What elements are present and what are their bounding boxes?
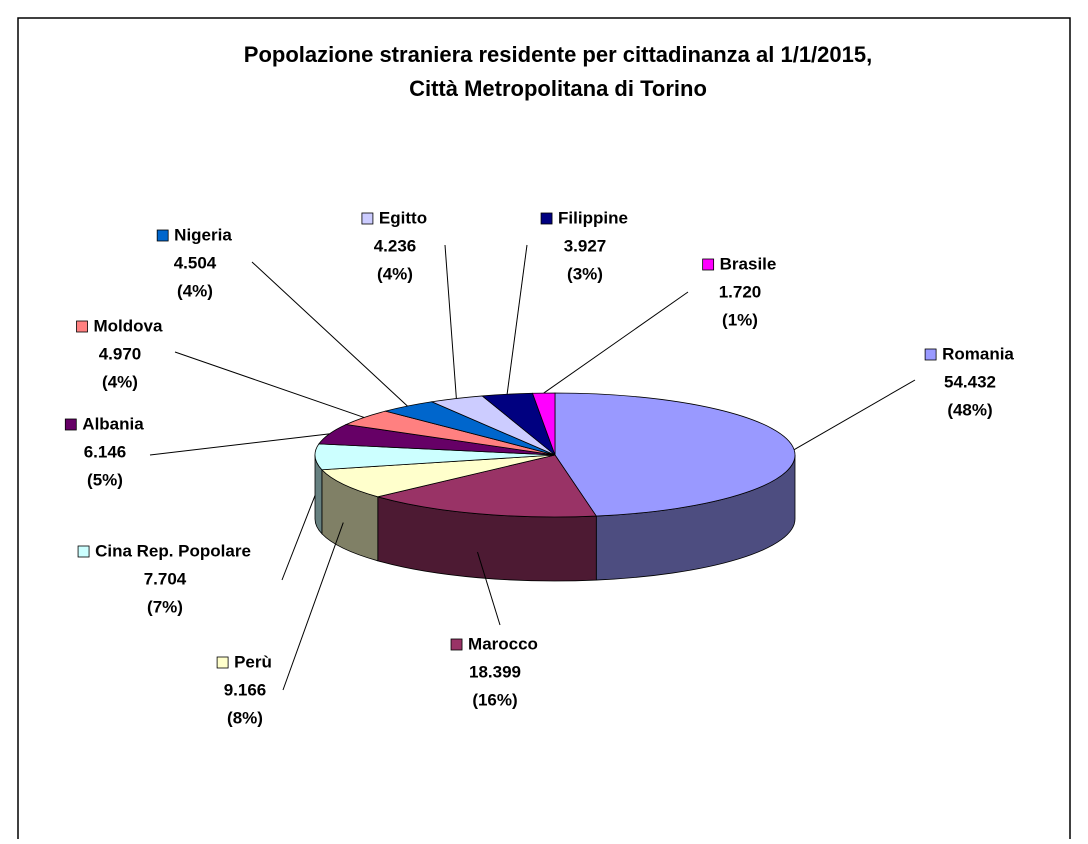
value-label: 4.504 — [174, 253, 217, 272]
percent-label: (4%) — [102, 372, 138, 391]
label-name: Romania — [942, 344, 1014, 363]
legend-key — [156, 229, 169, 242]
leader-line — [444, 244, 457, 399]
percent-label: (3%) — [567, 264, 603, 283]
leader-line — [477, 551, 501, 626]
legend-key — [64, 418, 77, 431]
value-label: 9.166 — [224, 680, 267, 699]
label-name: Albania — [82, 414, 144, 433]
pie-slice — [376, 454, 598, 518]
value-label: 18.399 — [469, 662, 521, 681]
value-label: 6.146 — [84, 442, 127, 461]
value-label: 7.704 — [144, 569, 187, 588]
legend-key — [540, 212, 553, 225]
value-label: 4.236 — [374, 236, 417, 255]
leader-line — [506, 244, 528, 395]
legend-key — [76, 320, 88, 333]
pie-slice — [321, 454, 556, 498]
leader-line — [543, 291, 689, 394]
label-name: Brasile — [720, 254, 777, 273]
leader-line — [251, 261, 408, 407]
percent-label: (16%) — [472, 690, 517, 709]
label-name: Nigeria — [174, 225, 232, 244]
percent-label: (7%) — [147, 597, 183, 616]
label-name: Marocco — [468, 634, 538, 653]
percent-label: (1%) — [722, 310, 758, 329]
leader-line — [149, 433, 330, 456]
value-label: 1.720 — [719, 282, 762, 301]
chart-subtitle: Città Metropolitana di Torino — [409, 76, 707, 101]
label-name: Moldova — [94, 316, 163, 335]
value-label: 3.927 — [564, 236, 607, 255]
legend-key — [361, 212, 374, 225]
percent-label: (48%) — [947, 400, 992, 419]
value-label: 4.970 — [99, 344, 142, 363]
value-label: 54.432 — [944, 372, 996, 391]
leader-line — [793, 379, 916, 451]
percent-label: (5%) — [87, 470, 123, 489]
pie-slice — [531, 392, 556, 456]
label-name: Filippine — [558, 208, 628, 227]
legend-key — [924, 348, 937, 361]
legend-key — [216, 656, 229, 669]
percent-label: (8%) — [227, 708, 263, 727]
legend-key — [450, 638, 463, 651]
legend-key — [702, 258, 715, 271]
leader-line — [282, 522, 344, 691]
chart-title: Popolazione straniera residente per citt… — [244, 42, 872, 67]
label-name: Cina Rep. Popolare — [95, 541, 251, 560]
percent-label: (4%) — [377, 264, 413, 283]
legend-key — [77, 545, 90, 558]
leader-line — [281, 495, 316, 581]
label-name: Perù — [234, 652, 272, 671]
leader-line — [174, 351, 365, 418]
label-name: Egitto — [379, 208, 427, 227]
percent-label: (4%) — [177, 281, 213, 300]
